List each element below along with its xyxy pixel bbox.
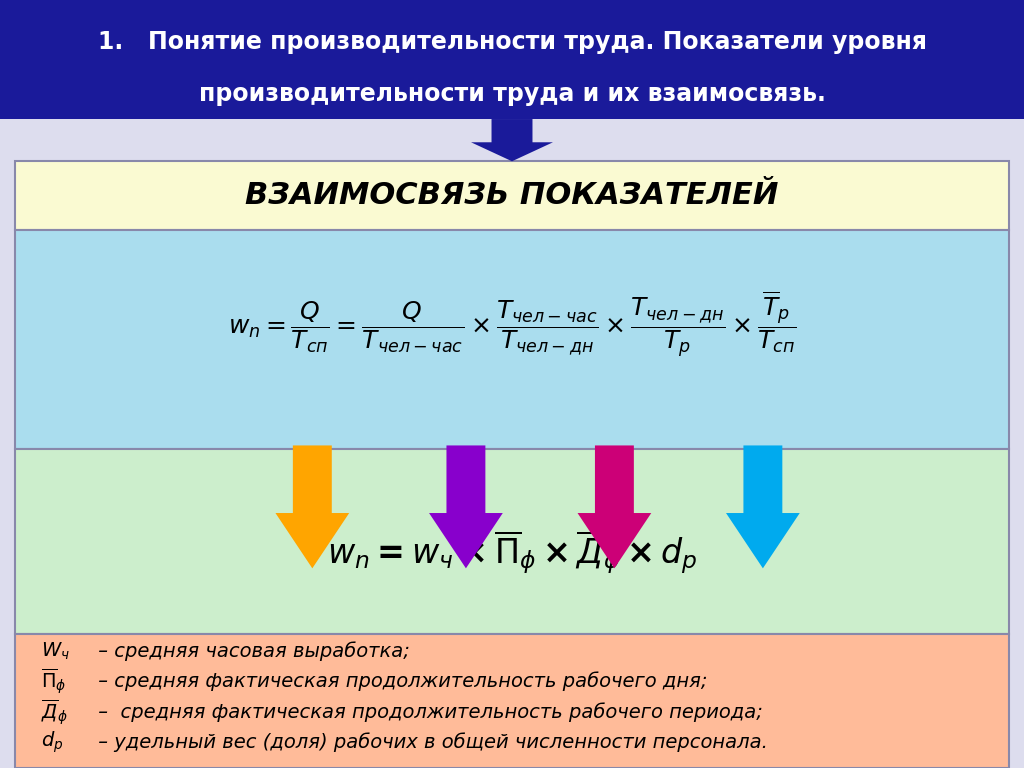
Text: $\overline{Д}_{\phi}$: $\overline{Д}_{\phi}$ bbox=[41, 697, 68, 727]
Text: $d_{р}$: $d_{р}$ bbox=[41, 730, 63, 756]
Text: $w_n = \dfrac{Q}{T_{сп}} = \dfrac{Q}{T_{чел-час}} \times \dfrac{T_{чел-час}}{T_{: $w_n = \dfrac{Q}{T_{сп}} = \dfrac{Q}{T_{… bbox=[227, 290, 797, 359]
FancyBboxPatch shape bbox=[15, 230, 1009, 449]
Text: – средняя фактическая продолжительность рабочего дня;: – средняя фактическая продолжительность … bbox=[92, 671, 708, 691]
Text: ВЗАИМОСВЯЗЬ ПОКАЗАТЕЛЕЙ: ВЗАИМОСВЯЗЬ ПОКАЗАТЕЛЕЙ bbox=[246, 181, 778, 210]
FancyBboxPatch shape bbox=[0, 119, 1024, 161]
Text: – удельный вес (доля) рабочих в общей численности персонала.: – удельный вес (доля) рабочих в общей чи… bbox=[92, 733, 768, 753]
Polygon shape bbox=[471, 119, 553, 161]
FancyBboxPatch shape bbox=[15, 634, 1009, 768]
Polygon shape bbox=[429, 445, 503, 568]
Polygon shape bbox=[578, 445, 651, 568]
Text: 1.   Понятие производительности труда. Показатели уровня: 1. Понятие производительности труда. Пок… bbox=[97, 30, 927, 55]
FancyBboxPatch shape bbox=[15, 161, 1009, 230]
Text: $\overline{\Pi}_{\phi}$: $\overline{\Pi}_{\phi}$ bbox=[41, 667, 67, 696]
Text: $W_{ч}$: $W_{ч}$ bbox=[41, 641, 70, 662]
Text: производительности труда и их взаимосвязь.: производительности труда и их взаимосвяз… bbox=[199, 81, 825, 106]
FancyBboxPatch shape bbox=[15, 449, 1009, 634]
Text: – средняя часовая выработка;: – средняя часовая выработка; bbox=[92, 641, 410, 661]
Text: –  средняя фактическая продолжительность рабочего периода;: – средняя фактическая продолжительность … bbox=[92, 702, 763, 722]
Polygon shape bbox=[275, 445, 349, 568]
Text: $\boldsymbol{w_n = w_{ч} \times \overline{\Pi}_{\phi} \times \overline{Д}_{\phi}: $\boldsymbol{w_n = w_{ч} \times \overlin… bbox=[327, 529, 697, 577]
Polygon shape bbox=[726, 445, 800, 568]
FancyBboxPatch shape bbox=[0, 0, 1024, 119]
